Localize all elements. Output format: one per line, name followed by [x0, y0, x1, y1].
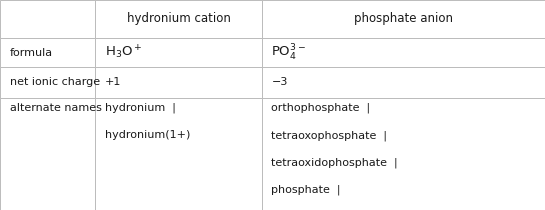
- Text: phosphate anion: phosphate anion: [354, 12, 453, 25]
- Text: hydronium  |: hydronium |: [105, 103, 176, 113]
- Text: alternate names: alternate names: [10, 103, 102, 113]
- Text: $\mathrm{PO_4^{3-}}$: $\mathrm{PO_4^{3-}}$: [271, 42, 306, 63]
- Text: hydronium(1+): hydronium(1+): [105, 130, 191, 140]
- Bar: [95, 0, 262, 38]
- Bar: [262, 67, 545, 98]
- Text: tetraoxidophosphate  |: tetraoxidophosphate |: [271, 158, 398, 168]
- Bar: [95, 67, 262, 98]
- Text: +1: +1: [105, 77, 122, 87]
- Bar: [95, 38, 262, 67]
- Text: phosphate  |: phosphate |: [271, 185, 341, 195]
- Bar: [0, 0, 95, 38]
- Bar: [0, 98, 95, 210]
- Bar: [262, 38, 545, 67]
- Text: net ionic charge: net ionic charge: [10, 77, 100, 87]
- Text: formula: formula: [10, 47, 53, 58]
- Bar: [262, 0, 545, 38]
- Bar: [95, 98, 262, 210]
- Text: hydronium cation: hydronium cation: [126, 12, 231, 25]
- Text: tetraoxophosphate  |: tetraoxophosphate |: [271, 130, 387, 141]
- Bar: [0, 67, 95, 98]
- Text: orthophosphate  |: orthophosphate |: [271, 103, 371, 113]
- Bar: [262, 98, 545, 210]
- Text: −3: −3: [271, 77, 288, 87]
- Text: $\mathrm{H_3O^+}$: $\mathrm{H_3O^+}$: [105, 44, 143, 61]
- Bar: [0, 38, 95, 67]
